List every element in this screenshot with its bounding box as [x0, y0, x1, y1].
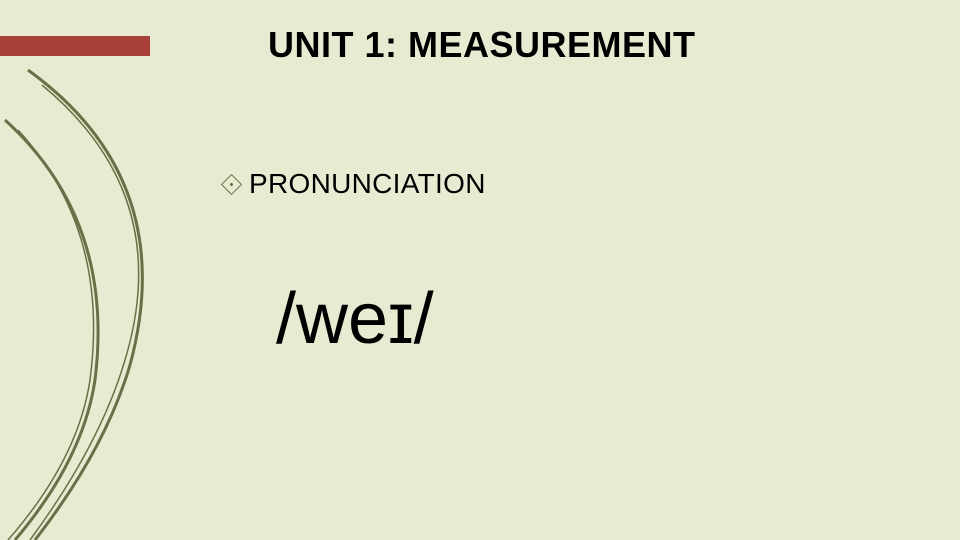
bullet-label: PRONUNCIATION — [249, 168, 486, 200]
diamond-bullet-icon — [221, 173, 242, 194]
bullet-row: PRONUNCIATION — [224, 168, 486, 200]
bullet-dot — [229, 182, 233, 186]
slide-title: UNIT 1: MEASUREMENT — [268, 24, 696, 66]
curve-path-4 — [8, 130, 94, 540]
ipa-text: /weɪ/ — [276, 278, 434, 360]
slide: UNIT 1: MEASUREMENT PRONUNCIATION /weɪ/ — [0, 0, 960, 540]
decor-curve-4 — [0, 0, 960, 540]
